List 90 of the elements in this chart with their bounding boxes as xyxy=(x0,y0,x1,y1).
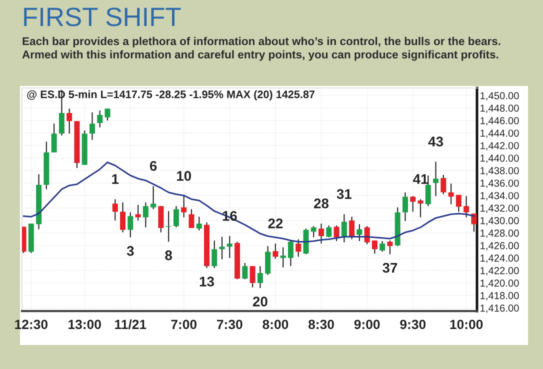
candlestick xyxy=(471,213,477,232)
y-tick-label: 1,450.00 xyxy=(480,92,519,100)
candlestick xyxy=(364,226,370,245)
candlestick xyxy=(349,216,355,240)
y-tick-label: 1,432.00 xyxy=(480,204,519,213)
candlestick xyxy=(112,198,118,222)
candlestick xyxy=(66,108,72,134)
candlestick xyxy=(296,238,302,258)
candlestick xyxy=(142,202,148,228)
candlestick xyxy=(448,183,454,205)
text: 28 xyxy=(314,198,329,208)
x-tick-label: 11/21 xyxy=(115,319,146,330)
y-tick-label: 1,416.00 xyxy=(480,304,519,313)
candlestick xyxy=(341,214,347,243)
text: 3 xyxy=(126,246,134,256)
text: 37 xyxy=(382,262,398,273)
candlestick xyxy=(456,194,462,212)
candlestick xyxy=(310,226,316,238)
candlestick xyxy=(226,236,232,259)
y-tick-label: 1,418.00 xyxy=(480,292,519,300)
candlestick xyxy=(158,206,164,233)
text: 22 xyxy=(268,218,283,228)
x-tick-label: 12:30 xyxy=(15,320,48,330)
candlestick xyxy=(181,196,187,218)
candlestick xyxy=(326,224,332,238)
x-tick-label: 8:00 xyxy=(262,320,288,330)
y-tick-label: 1,446.00 xyxy=(480,117,519,126)
text: 1 xyxy=(112,174,119,184)
y-tick-label: 1,438.00 xyxy=(480,167,519,176)
candlestick xyxy=(128,212,134,238)
candlestick xyxy=(250,266,256,288)
candlestick xyxy=(418,198,424,218)
candlestick xyxy=(212,240,218,269)
y-tick-label: 1,440.00 xyxy=(480,154,519,163)
x-tick-label: 7:00 xyxy=(171,320,197,330)
candlestick xyxy=(219,236,225,260)
candlestick xyxy=(89,112,95,140)
candlestick xyxy=(257,266,263,289)
x-tick-label: 9:30 xyxy=(400,320,426,330)
chart-subtitle: Each bar provides a plethora of information about who’s in control, the bulls or the bears. Armed with this information and careful entry points, you can produce significant profits. xyxy=(22,36,500,61)
candlestick xyxy=(356,224,362,242)
y-tick-label: 1,444.00 xyxy=(480,130,519,138)
chart-title: FIRST SHIFT xyxy=(24,8,181,26)
y-tick-label: 1,420.00 xyxy=(480,280,519,288)
candlestick xyxy=(150,186,156,210)
candlestick xyxy=(173,206,179,228)
candlestick xyxy=(288,240,294,267)
candlestick xyxy=(188,208,194,229)
candlestick xyxy=(104,108,110,122)
y-tick-label: 1,448.00 xyxy=(480,104,519,113)
text: 20 xyxy=(252,296,268,306)
text: 13 xyxy=(200,276,214,287)
text: 43 xyxy=(428,136,443,147)
candlestick xyxy=(303,228,309,255)
candlestick xyxy=(387,240,393,255)
x-tick-label: 9:00 xyxy=(354,320,380,330)
y-tick-label: 1,434.00 xyxy=(480,192,519,200)
candlestick xyxy=(372,240,378,254)
candlestick xyxy=(51,123,57,153)
text: 31 xyxy=(336,189,352,199)
candlestick xyxy=(265,246,271,276)
text: 6 xyxy=(150,161,157,171)
candlestick xyxy=(433,161,439,197)
candlestick xyxy=(410,196,416,212)
y-tick-label: 1,436.00 xyxy=(480,180,519,188)
candlestick xyxy=(334,224,340,242)
candlestick xyxy=(440,174,446,195)
x-tick-label: 13:00 xyxy=(68,320,101,330)
candlestick xyxy=(97,110,103,128)
x-tick-label: 8:30 xyxy=(308,320,334,330)
text: 8 xyxy=(165,250,172,260)
candlestick xyxy=(402,192,408,222)
text: 10 xyxy=(176,171,191,181)
y-tick-label: 1,430.00 xyxy=(480,217,519,226)
y-tick-label: 1,422.00 xyxy=(480,267,519,276)
y-tick-label: 1,428.00 xyxy=(480,230,519,238)
candlestick xyxy=(318,223,324,244)
y-tick-label: 1,442.00 xyxy=(480,142,519,150)
y-tick-label: 1,424.00 xyxy=(480,254,519,263)
candlestick xyxy=(120,202,126,233)
x-tick-label: 10:00 xyxy=(450,320,483,330)
candlestick xyxy=(242,262,248,280)
candlestick xyxy=(196,216,202,232)
x-tick-label: 7:30 xyxy=(217,320,242,330)
candlestick xyxy=(280,246,286,268)
candlestick xyxy=(135,204,141,222)
candlestick xyxy=(272,243,278,260)
y-tick-label: 1,426.00 xyxy=(480,242,519,250)
candlestick xyxy=(380,240,386,252)
candlestick xyxy=(464,196,470,218)
